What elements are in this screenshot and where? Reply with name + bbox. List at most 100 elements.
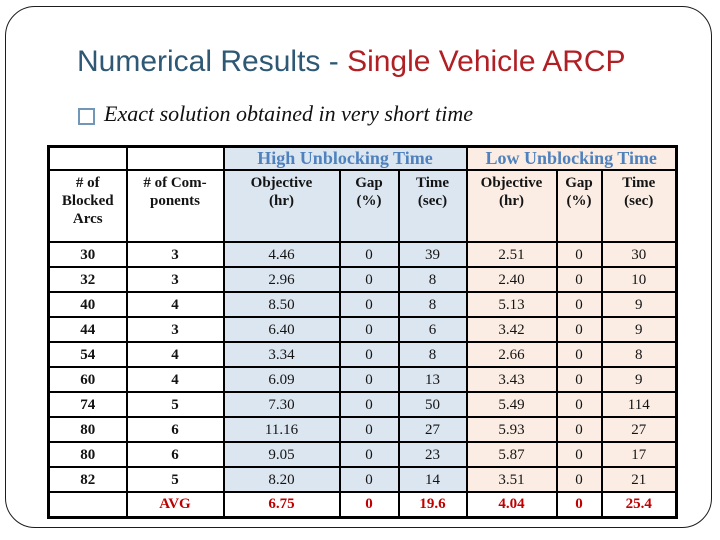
data-cell: 8: [397, 291, 468, 318]
data-cell: 30: [47, 241, 128, 268]
data-cell: 0: [555, 341, 603, 368]
column-header: Gap (%): [338, 169, 400, 243]
data-cell: 0: [555, 416, 603, 443]
data-cell: 0: [555, 466, 603, 493]
data-cell: 9: [600, 291, 678, 318]
data-cell: 5: [125, 391, 225, 418]
column-header: Objective (hr): [465, 169, 558, 243]
data-cell: 8.50: [222, 291, 341, 318]
data-cell: 8: [600, 341, 678, 368]
data-cell: 32: [47, 266, 128, 293]
table-row: 60 4 6.09 0 13 3.43 0 9: [47, 366, 678, 393]
data-cell: 3: [125, 316, 225, 343]
data-cell: 17: [600, 441, 678, 468]
data-cell: 82: [47, 466, 128, 493]
table-row: 30 3 4.46 0 39 2.51 0 30: [47, 241, 678, 268]
data-cell: 6.09: [222, 366, 341, 393]
data-cell: 7.30: [222, 391, 341, 418]
data-cell: 0: [338, 441, 400, 468]
data-cell: 30: [600, 241, 678, 268]
data-cell: 3.34: [222, 341, 341, 368]
data-cell: 5.13: [465, 291, 558, 318]
data-cell: 0: [338, 341, 400, 368]
title-part-red: Single Vehicle ARCP: [347, 45, 626, 78]
data-cell: 6: [397, 316, 468, 343]
title-part-blue: Numerical Results -: [77, 45, 348, 78]
data-cell: 10: [600, 266, 678, 293]
group-header-high: High Unblocking Time: [222, 145, 468, 171]
data-cell: 0: [338, 466, 400, 493]
data-cell: 27: [600, 416, 678, 443]
data-cell: 44: [47, 316, 128, 343]
column-header: Time (sec): [397, 169, 468, 243]
table-row: 32 3 2.96 0 8 2.40 0 10: [47, 266, 678, 293]
data-cell: 0: [555, 441, 603, 468]
data-cell: 0: [338, 416, 400, 443]
data-cell: 0: [555, 366, 603, 393]
data-cell: 5.93: [465, 416, 558, 443]
data-cell: 4: [125, 341, 225, 368]
data-cell: 4.46: [222, 241, 341, 268]
data-cell: 4: [125, 366, 225, 393]
data-cell: 39: [397, 241, 468, 268]
column-header-row: # of Blocked Arcs # of Com- ponents Obje…: [47, 169, 678, 243]
empty-header-cell: [125, 145, 225, 171]
table-row: 74 5 7.30 0 50 5.49 0 114: [47, 391, 678, 418]
group-header-row: High Unblocking Time Low Unblocking Time: [47, 145, 678, 171]
data-cell: 0: [338, 241, 400, 268]
column-header: # of Com- ponents: [125, 169, 225, 243]
avg-cell: 6.75: [222, 491, 341, 518]
avg-cell: 25.4: [600, 491, 678, 518]
data-cell: 5.87: [465, 441, 558, 468]
table-row: 80 6 11.16 0 27 5.93 0 27: [47, 416, 678, 443]
square-outline-icon: [78, 108, 95, 125]
data-cell: 40: [47, 291, 128, 318]
data-cell: 5.49: [465, 391, 558, 418]
data-cell: 0: [555, 291, 603, 318]
table-row: 54 4 3.34 0 8 2.66 0 8: [47, 341, 678, 368]
data-cell: 2.51: [465, 241, 558, 268]
data-cell: 8.20: [222, 466, 341, 493]
avg-cell: [47, 491, 128, 518]
data-cell: 114: [600, 391, 678, 418]
slide-title: Numerical Results - Single Vehicle ARCP: [77, 46, 677, 78]
data-cell: 8: [397, 266, 468, 293]
data-cell: 0: [338, 366, 400, 393]
data-cell: 2.96: [222, 266, 341, 293]
data-cell: 0: [338, 391, 400, 418]
avg-cell: 4.04: [465, 491, 558, 518]
bullet-line: Exact solution obtained in very short ti…: [78, 101, 473, 127]
table-row: 40 4 8.50 0 8 5.13 0 9: [47, 291, 678, 318]
table-body: 30 3 4.46 0 39 2.51 0 30 32 3 2.96 0 8 2.40 0 10 40 4 8.50…: [47, 241, 678, 518]
data-cell: 50: [397, 391, 468, 418]
data-cell: 11.16: [222, 416, 341, 443]
data-cell: 0: [555, 241, 603, 268]
data-cell: 0: [555, 266, 603, 293]
data-cell: 0: [338, 291, 400, 318]
data-cell: 8: [397, 341, 468, 368]
data-cell: 3: [125, 241, 225, 268]
data-cell: 9: [600, 316, 678, 343]
data-cell: 23: [397, 441, 468, 468]
data-cell: 54: [47, 341, 128, 368]
column-header: # of Blocked Arcs: [47, 169, 128, 243]
data-cell: 13: [397, 366, 468, 393]
table-row: 80 6 9.05 0 23 5.87 0 17: [47, 441, 678, 468]
avg-cell: 19.6: [397, 491, 468, 518]
data-cell: 6.40: [222, 316, 341, 343]
column-header: Gap (%): [555, 169, 603, 243]
data-cell: 80: [47, 441, 128, 468]
table-row: 82 5 8.20 0 14 3.51 0 21: [47, 466, 678, 493]
data-cell: 6: [125, 416, 225, 443]
group-header-low: Low Unblocking Time: [465, 145, 678, 171]
column-header: Objective (hr): [222, 169, 341, 243]
data-cell: 6: [125, 441, 225, 468]
table-row: 44 3 6.40 0 6 3.42 0 9: [47, 316, 678, 343]
avg-cell: 0: [338, 491, 400, 518]
data-cell: 2.66: [465, 341, 558, 368]
column-header: Time (sec): [600, 169, 678, 243]
data-cell: 4: [125, 291, 225, 318]
data-cell: 0: [555, 391, 603, 418]
data-cell: 3.51: [465, 466, 558, 493]
